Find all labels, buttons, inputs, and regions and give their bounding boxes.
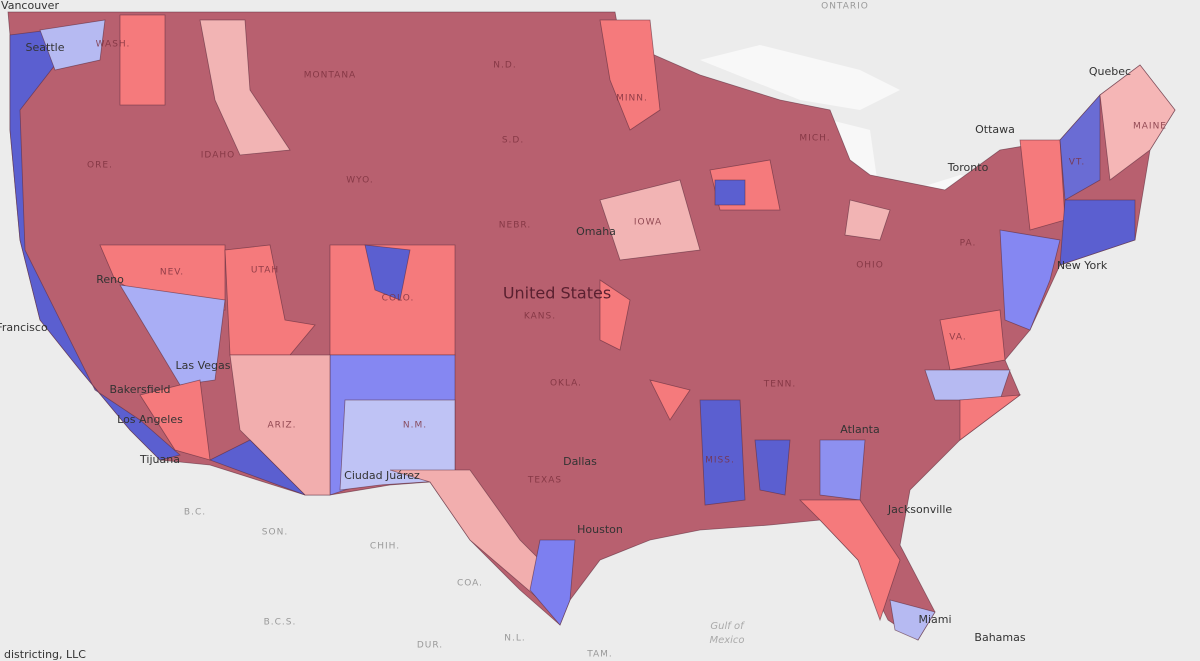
district-overlays [9, 14, 1176, 641]
place-label: ORE. [87, 161, 113, 171]
place-label: OHIO [856, 261, 884, 271]
place-label: DUR. [417, 641, 443, 651]
place-label: Vancouver [1, 0, 59, 12]
place-label: Jacksonville [887, 503, 953, 516]
place-label: Atlanta [840, 423, 879, 436]
place-label: Miami [918, 613, 951, 626]
place-label: CHIH. [370, 542, 400, 552]
place-label: MICH. [799, 134, 830, 144]
place-label: TAM. [586, 650, 613, 660]
place-label: UTAH [251, 266, 279, 276]
place-label: Houston [577, 523, 623, 536]
place-label: MONTANA [304, 71, 356, 81]
place-label: IOWA [634, 218, 662, 228]
place-label: Los Angeles [117, 413, 183, 426]
place-label: MISS. [705, 456, 735, 466]
place-label: OKLA. [550, 379, 582, 389]
place-label: Quebec [1089, 65, 1131, 78]
place-label: United States [503, 284, 611, 303]
place-label: COA. [457, 579, 483, 589]
place-label: PA. [960, 239, 977, 249]
place-label: B.C. [184, 508, 206, 518]
attribution: districting, LLC [4, 648, 86, 661]
place-label: TENN. [763, 380, 797, 390]
place-label: NEBR. [499, 221, 531, 231]
place-label: Dallas [563, 455, 597, 468]
place-label: N.L. [504, 634, 525, 644]
place-label: N.M. [403, 421, 427, 431]
place-label: MAINE [1133, 122, 1167, 132]
place-label: ONTARIO [821, 2, 869, 12]
lakes [700, 45, 990, 215]
place-label: TEXAS [527, 476, 562, 486]
place-label: MINN. [616, 94, 648, 104]
place-label: Gulf of [710, 621, 745, 632]
place-label: Bakersfield [109, 383, 170, 396]
place-label: VT. [1069, 158, 1085, 168]
place-label: Las Vegas [176, 359, 231, 372]
place-label: NEV. [160, 268, 184, 278]
place-label: Seattle [26, 41, 65, 54]
place-label: KANS. [524, 312, 556, 322]
place-label: Mexico [709, 635, 744, 646]
place-label: Reno [96, 273, 124, 286]
place-label: Ottawa [975, 123, 1015, 136]
place-label: WYO. [346, 176, 373, 186]
place-label: WASH. [96, 40, 131, 50]
place-label: Tijuana [139, 453, 180, 466]
place-label: VA. [949, 333, 966, 343]
place-label: S.D. [502, 136, 524, 146]
place-label: New York [1057, 259, 1108, 272]
place-label: IDAHO [201, 151, 235, 161]
place-label: B.C.S. [264, 618, 297, 628]
place-label: Francisco [0, 321, 48, 334]
place-label: Bahamas [974, 631, 1025, 644]
place-label: Toronto [947, 161, 989, 174]
place-label: SON. [262, 528, 288, 538]
place-label: COLO. [382, 294, 415, 304]
place-label: Omaha [576, 225, 616, 238]
place-label: Ciudad Juárez [344, 469, 420, 482]
place-label: ARIZ. [267, 421, 296, 431]
place-label: N.D. [493, 61, 516, 71]
